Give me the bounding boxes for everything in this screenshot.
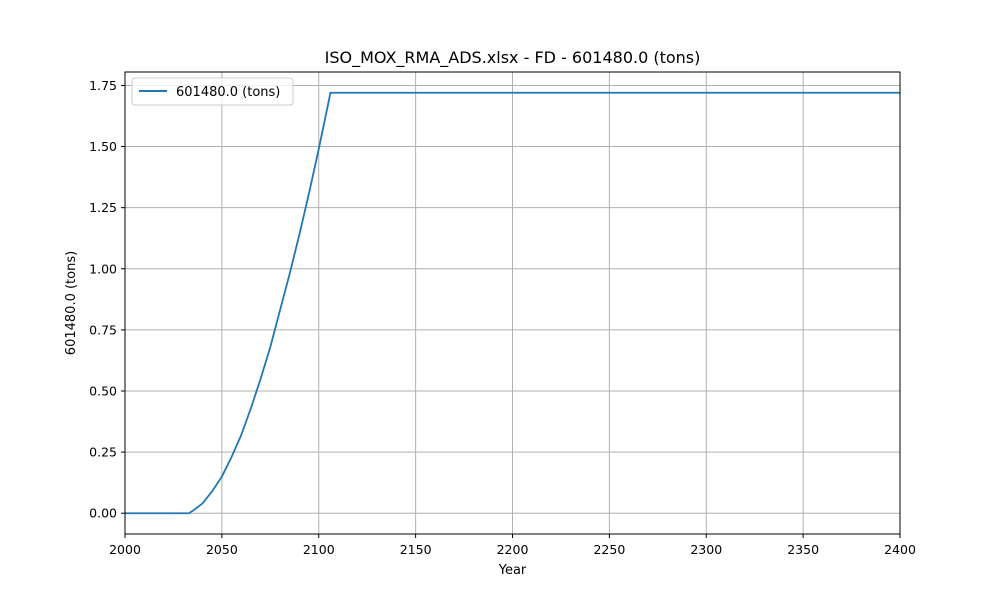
x-tick-label: 2000	[109, 542, 141, 557]
y-tick-label: 0.75	[89, 322, 117, 337]
chart-title: ISO_MOX_RMA_ADS.xlsx - FD - 601480.0 (to…	[325, 48, 701, 68]
series-group	[125, 91, 900, 515]
x-tick-label: 2400	[884, 542, 916, 557]
x-tick-label: 2250	[593, 542, 625, 557]
y-axis-label: 601480.0 (tons)	[64, 251, 79, 355]
legend-box	[131, 77, 294, 106]
x-axis: 2000 2050 2100 2150 2200 2250 2300 2350 2400	[109, 534, 916, 557]
y-tick-label: 1.50	[89, 139, 117, 154]
x-tick-label: 2150	[400, 542, 432, 557]
x-tick-label: 2050	[206, 542, 238, 557]
x-tick-label: 2100	[303, 542, 335, 557]
legend-entry: 601480.0 (tons)	[176, 85, 280, 100]
x-tick-label: 2300	[690, 542, 722, 557]
y-tick-label: 1.00	[89, 261, 117, 276]
y-tick-label: 0.25	[89, 445, 117, 460]
y-tick-label: 0.50	[89, 384, 117, 399]
x-tick-label: 2350	[787, 542, 819, 557]
grid	[124, 72, 901, 534]
y-axis: 0.00 0.25 0.50 0.75 1.00 1.25 1.50 1.75	[89, 78, 125, 521]
y-tick-label: 1.75	[89, 78, 117, 93]
legend: 601480.0 (tons)	[131, 77, 294, 106]
x-tick-label: 2200	[497, 542, 529, 557]
y-tick-label: 0.00	[89, 506, 117, 521]
series-line	[125, 91, 900, 515]
y-tick-label: 1.25	[89, 200, 117, 215]
x-axis-label: Year	[498, 563, 527, 578]
